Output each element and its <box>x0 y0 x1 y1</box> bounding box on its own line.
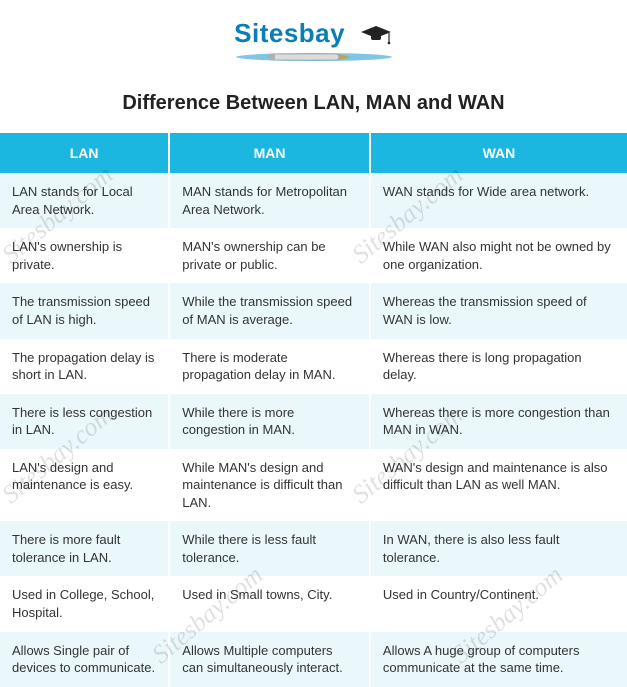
comparison-table: LAN MAN WAN LAN stands for Local Area Ne… <box>0 133 627 686</box>
table-cell: While there is less fault tolerance. <box>169 521 370 576</box>
table-cell: While there is more congestion in MAN. <box>169 394 370 449</box>
table-cell: Allows Multiple computers can simultaneo… <box>169 632 370 687</box>
table-row: Allows Single pair of devices to communi… <box>0 632 627 687</box>
table-cell: While WAN also might not be owned by one… <box>370 228 627 283</box>
logo: Sitesbay <box>229 18 399 70</box>
table-cell: In WAN, there is also less fault toleran… <box>370 521 627 576</box>
table-cell: While the transmission speed of MAN is a… <box>169 283 370 338</box>
table-cell: Whereas there is long propagation delay. <box>370 339 627 394</box>
table-cell: WAN's design and maintenance is also dif… <box>370 449 627 522</box>
table-cell: LAN's design and maintenance is easy. <box>0 449 169 522</box>
table-cell: While MAN's design and maintenance is di… <box>169 449 370 522</box>
logo-area: Sitesbay <box>0 0 627 78</box>
table-cell: Whereas the transmission speed of WAN is… <box>370 283 627 338</box>
table-cell: Allows A huge group of computers communi… <box>370 632 627 687</box>
pen-icon <box>229 49 399 70</box>
table-cell: The transmission speed of LAN is high. <box>0 283 169 338</box>
col-header-wan: WAN <box>370 133 627 173</box>
table-row: LAN's ownership is private.MAN's ownersh… <box>0 228 627 283</box>
table-row: Used in College, School, Hospital.Used i… <box>0 576 627 631</box>
table-row: LAN stands for Local Area Network.MAN st… <box>0 173 627 228</box>
table-row: The transmission speed of LAN is high.Wh… <box>0 283 627 338</box>
table-cell: WAN stands for Wide area network. <box>370 173 627 228</box>
table-cell: Allows Single pair of devices to communi… <box>0 632 169 687</box>
table-cell: Used in Country/Continent. <box>370 576 627 631</box>
table-cell: LAN's ownership is private. <box>0 228 169 283</box>
table-cell: MAN's ownership can be private or public… <box>169 228 370 283</box>
col-header-man: MAN <box>169 133 370 173</box>
table-row: LAN's design and maintenance is easy.Whi… <box>0 449 627 522</box>
table-row: The propagation delay is short in LAN.Th… <box>0 339 627 394</box>
table-cell: MAN stands for Metropolitan Area Network… <box>169 173 370 228</box>
table-cell: There is less congestion in LAN. <box>0 394 169 449</box>
col-header-lan: LAN <box>0 133 169 173</box>
table-cell: The propagation delay is short in LAN. <box>0 339 169 394</box>
page-title: Difference Between LAN, MAN and WAN <box>0 92 627 115</box>
table-cell: Used in Small towns, City. <box>169 576 370 631</box>
table-cell: LAN stands for Local Area Network. <box>0 173 169 228</box>
logo-text: Sitesbay <box>234 18 353 48</box>
graduation-cap-icon <box>359 24 393 51</box>
table-header-row: LAN MAN WAN <box>0 133 627 173</box>
table-cell: There is moderate propagation delay in M… <box>169 339 370 394</box>
table-row: There is less congestion in LAN.While th… <box>0 394 627 449</box>
table-cell: Used in College, School, Hospital. <box>0 576 169 631</box>
table-cell: There is more fault tolerance in LAN. <box>0 521 169 576</box>
table-row: There is more fault tolerance in LAN.Whi… <box>0 521 627 576</box>
table-cell: Whereas there is more congestion than MA… <box>370 394 627 449</box>
